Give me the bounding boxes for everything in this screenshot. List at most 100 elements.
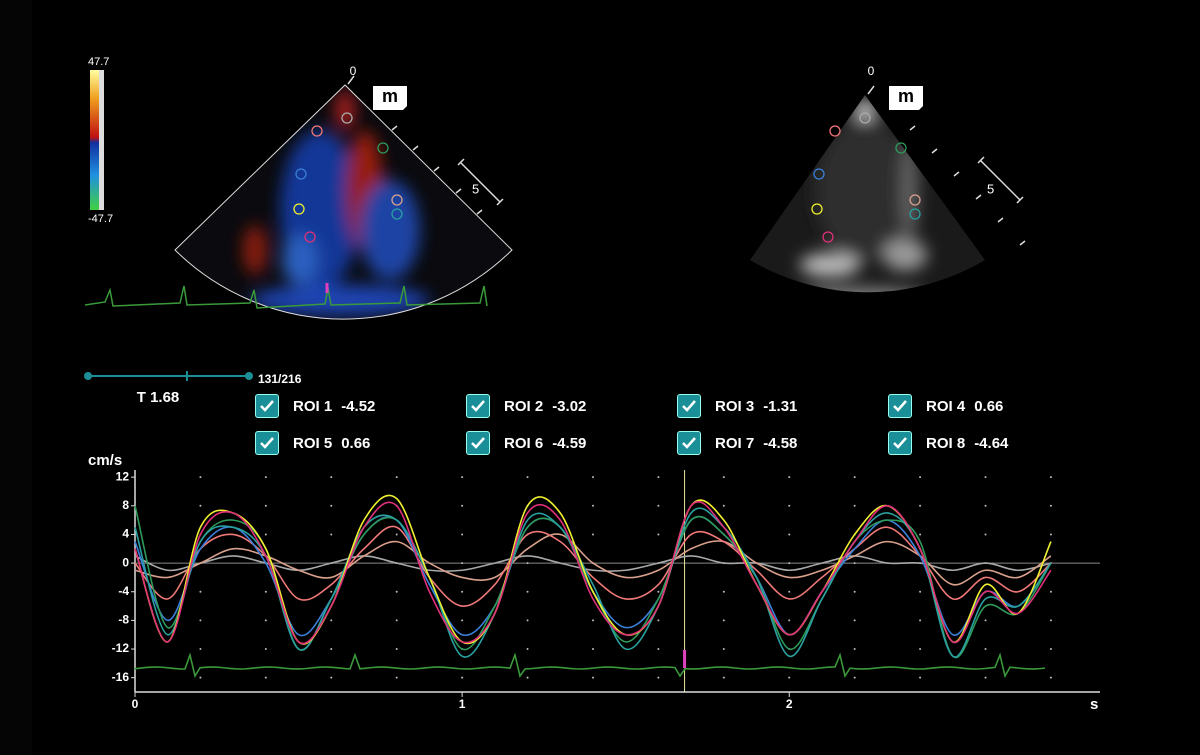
time-readout: T 1.68 <box>137 389 180 406</box>
checkbox[interactable] <box>466 431 490 455</box>
roi-name: ROI 1 <box>293 397 333 415</box>
grid-dot <box>984 476 987 479</box>
y-tick-label: -8 <box>118 613 129 627</box>
grid-dot <box>853 504 856 507</box>
grid-dot <box>199 676 202 679</box>
grid-dot <box>919 648 922 651</box>
roi-checkbox[interactable]: ROI 5 0.66 <box>255 431 370 455</box>
grid-dot <box>461 676 464 679</box>
check-icon <box>682 400 696 412</box>
check-icon <box>471 400 485 412</box>
roi-value: 0.66 <box>341 434 371 452</box>
x-tick-label: 1 <box>459 697 466 711</box>
roi-checkbox[interactable]: ROI 4 0.66 <box>888 394 1003 418</box>
badge-label: m <box>898 86 914 106</box>
depth-mark: 5 <box>472 181 479 196</box>
grid-dot <box>1049 533 1052 536</box>
grid-dot <box>657 676 660 679</box>
checkbox[interactable] <box>677 394 701 418</box>
roi-markers <box>293 112 921 243</box>
grid-dot <box>984 619 987 622</box>
grid-dot <box>984 504 987 507</box>
roi-value: -4.64 <box>974 434 1009 452</box>
roi-name: ROI 5 <box>293 434 333 452</box>
grid-dot <box>788 504 791 507</box>
grid-dot <box>526 476 529 479</box>
y-axis-label: cm/s <box>88 452 122 469</box>
grid-dot <box>526 676 529 679</box>
grid-dot <box>1049 504 1052 507</box>
grid-dot <box>853 676 856 679</box>
grid-dot <box>919 619 922 622</box>
checkbox[interactable] <box>466 394 490 418</box>
grid-dot <box>657 504 660 507</box>
roi-checkbox[interactable]: ROI 6 -4.59 <box>466 431 586 455</box>
grid-dot <box>591 676 594 679</box>
grid-dot <box>395 533 398 536</box>
grid-dot <box>461 476 464 479</box>
check-icon <box>260 437 274 449</box>
y-tick-label: -12 <box>112 641 130 655</box>
grid-dot <box>395 590 398 593</box>
checkbox[interactable] <box>255 431 279 455</box>
roi-checkbox[interactable]: ROI 3 -1.31 <box>677 394 797 418</box>
grid-dot <box>722 619 725 622</box>
depth-scale <box>347 75 1026 246</box>
grid-dot <box>919 590 922 593</box>
y-tick-label: -4 <box>118 584 129 598</box>
grid-dot <box>1049 676 1052 679</box>
grid-dot <box>264 590 267 593</box>
grid-dot <box>1049 590 1052 593</box>
grid-dot <box>461 533 464 536</box>
sector-outline <box>174 84 513 320</box>
grid-dot <box>1049 476 1052 479</box>
grid-dot <box>788 476 791 479</box>
grid-dot <box>395 676 398 679</box>
grid-dot <box>722 590 725 593</box>
roi-checkbox[interactable]: ROI 2 -3.02 <box>466 394 586 418</box>
frame-counter: 131/216 <box>258 372 302 386</box>
grid-dot <box>199 590 202 593</box>
grid-dot <box>526 562 529 565</box>
roi-checkbox[interactable]: ROI 1 -4.52 <box>255 394 375 418</box>
series-line <box>134 555 1052 572</box>
bmode-image <box>750 95 985 293</box>
check-icon <box>893 437 907 449</box>
grid-dot <box>722 648 725 651</box>
roi-checkbox[interactable]: ROI 7 -4.58 <box>677 431 797 455</box>
time-value: 1.68 <box>150 389 179 406</box>
grid-dot <box>591 619 594 622</box>
time-slider <box>84 371 253 381</box>
grid-dot <box>984 676 987 679</box>
roi-name: ROI 8 <box>926 434 966 452</box>
grid-dot <box>788 562 791 565</box>
grid-dot <box>788 676 791 679</box>
checkbox[interactable] <box>888 394 912 418</box>
grid-dot <box>984 648 987 651</box>
grid-dot <box>461 619 464 622</box>
grid-dot <box>788 533 791 536</box>
checkbox[interactable] <box>677 431 701 455</box>
roi-checkbox[interactable]: ROI 8 -4.64 <box>888 431 1008 455</box>
grid-dot <box>264 676 267 679</box>
check-icon <box>471 437 485 449</box>
grid-dot <box>591 533 594 536</box>
roi-value: -3.02 <box>552 397 587 415</box>
grid-dot <box>722 504 725 507</box>
roi-value: 0.66 <box>974 397 1004 415</box>
ecg-trace <box>84 285 488 309</box>
checkbox[interactable] <box>255 394 279 418</box>
grid-dot <box>788 590 791 593</box>
grid-dot <box>919 533 922 536</box>
grid-dot <box>199 476 202 479</box>
checkbox[interactable] <box>888 431 912 455</box>
y-tick-label: -16 <box>112 670 130 684</box>
grid-dot <box>461 590 464 593</box>
colorbar-min: -47.7 <box>88 213 113 225</box>
left-margin <box>0 0 32 755</box>
roi-name: ROI 7 <box>715 434 755 452</box>
series-line <box>134 507 1052 658</box>
